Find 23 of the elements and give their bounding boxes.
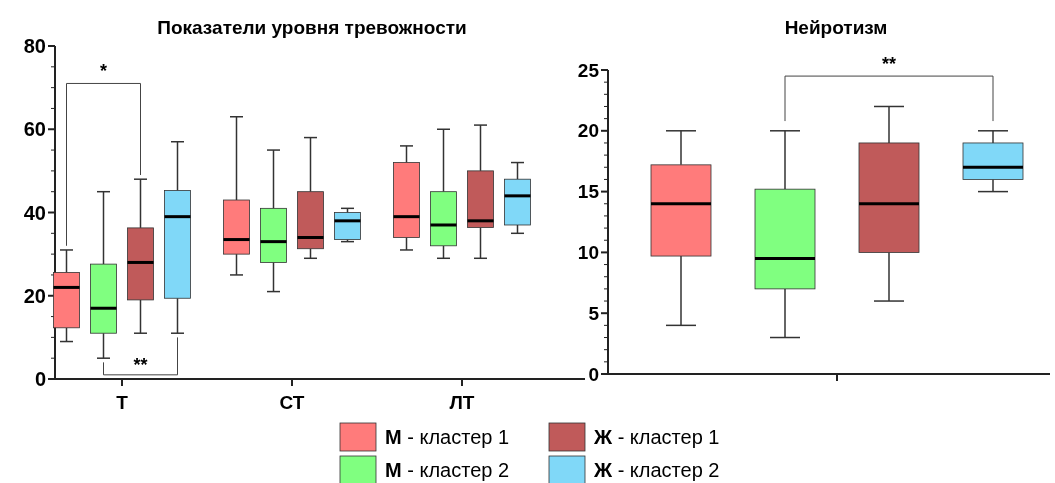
y-tick-label: 0 bbox=[34, 368, 46, 390]
y-tick-label: 20 bbox=[23, 284, 46, 307]
annotation: ** bbox=[881, 54, 897, 75]
x-tick-label: СТ bbox=[279, 392, 305, 413]
x-tick-label: Т bbox=[116, 392, 129, 413]
chart-title: Нейротизм bbox=[784, 17, 888, 38]
legend-label: Ж - кластер 2 bbox=[593, 459, 720, 481]
y-tick-label: 25 bbox=[577, 59, 600, 81]
chart-title: Показатели уровня тревожности bbox=[157, 17, 467, 38]
annotation: ** bbox=[133, 354, 148, 375]
annotation: * bbox=[99, 61, 108, 82]
y-tick-label: 40 bbox=[23, 201, 46, 224]
y-tick-label: 15 bbox=[577, 181, 600, 203]
legend-label: Ж - кластер 1 bbox=[593, 426, 720, 448]
y-tick-label: 10 bbox=[577, 242, 599, 264]
y-tick-label: 60 bbox=[23, 118, 46, 141]
y-tick-label: 5 bbox=[588, 302, 600, 324]
y-tick-label: 80 bbox=[23, 35, 46, 57]
y-tick-label: 0 bbox=[588, 363, 599, 385]
x-tick-label: ЛТ bbox=[449, 392, 475, 413]
legend-label: М - кластер 2 bbox=[385, 459, 510, 481]
y-tick-label: 20 bbox=[577, 120, 599, 142]
legend-label: М - кластер 1 bbox=[385, 426, 510, 448]
